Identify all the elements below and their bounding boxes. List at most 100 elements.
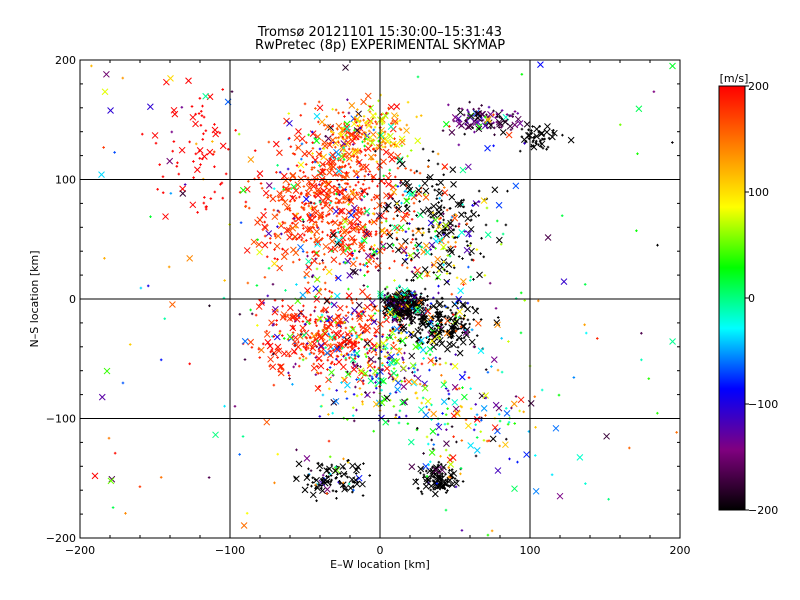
data-point <box>510 400 518 408</box>
data-point <box>300 201 304 205</box>
data-point <box>302 304 305 308</box>
data-point <box>470 328 474 331</box>
data-point <box>292 365 295 369</box>
data-point <box>305 149 313 157</box>
data-point <box>452 435 455 438</box>
data-point <box>298 216 302 219</box>
data-point <box>329 151 337 159</box>
data-point <box>537 61 544 68</box>
data-point <box>411 233 415 237</box>
data-point <box>321 393 325 397</box>
data-point <box>480 104 483 107</box>
data-point <box>347 287 350 291</box>
data-point <box>327 189 330 193</box>
data-point <box>244 204 248 208</box>
data-point <box>430 185 434 188</box>
data-point <box>356 225 359 228</box>
data-point <box>364 322 372 330</box>
data-point <box>103 367 111 375</box>
data-point <box>301 223 305 227</box>
data-point <box>176 161 179 165</box>
data-point <box>320 211 324 215</box>
data-point <box>468 247 475 255</box>
data-point <box>282 185 285 189</box>
data-point <box>355 170 358 173</box>
data-point <box>301 250 305 253</box>
data-point <box>451 301 459 308</box>
data-point <box>98 393 106 401</box>
data-point <box>411 371 414 374</box>
data-point <box>363 352 367 356</box>
data-point <box>247 338 255 346</box>
data-point <box>458 229 466 236</box>
data-point <box>315 324 318 328</box>
data-point <box>405 266 409 270</box>
data-point <box>530 129 533 132</box>
data-point <box>314 356 318 359</box>
data-point <box>428 368 431 372</box>
data-point <box>438 357 442 360</box>
data-point <box>308 335 312 339</box>
data-point <box>522 410 525 414</box>
data-point <box>457 387 461 390</box>
data-point <box>472 107 475 111</box>
data-point <box>450 181 457 188</box>
data-point <box>346 98 349 102</box>
data-point <box>342 158 346 161</box>
data-point <box>388 155 396 163</box>
data-point <box>355 394 359 398</box>
data-point <box>423 242 430 250</box>
data-point <box>403 380 407 383</box>
data-point <box>357 206 360 209</box>
data-point <box>346 155 353 162</box>
data-point <box>469 407 473 411</box>
data-point <box>484 223 488 227</box>
data-point <box>354 472 358 475</box>
data-point <box>448 272 452 275</box>
data-point <box>444 345 451 353</box>
data-point <box>287 304 294 312</box>
data-point <box>381 145 385 149</box>
data-point <box>340 228 348 236</box>
data-point <box>405 278 409 282</box>
data-point <box>370 175 374 178</box>
data-point <box>392 405 396 408</box>
data-point <box>397 421 401 425</box>
data-point <box>327 413 330 416</box>
data-point <box>275 323 278 326</box>
data-point <box>90 64 93 68</box>
data-point <box>272 383 276 387</box>
data-point <box>320 187 328 195</box>
data-point <box>441 163 449 170</box>
data-point <box>258 356 262 359</box>
data-point <box>313 320 317 323</box>
data-point <box>445 261 453 268</box>
data-point <box>380 235 383 238</box>
data-point <box>355 408 358 412</box>
data-point <box>440 398 448 406</box>
data-point <box>233 405 237 408</box>
data-point <box>266 342 274 350</box>
data-point <box>367 314 375 322</box>
data-point <box>287 371 290 375</box>
data-point <box>332 192 336 196</box>
data-point <box>421 396 425 400</box>
data-point <box>462 283 465 286</box>
data-point <box>344 326 348 330</box>
data-point <box>318 415 322 418</box>
data-point <box>430 438 433 442</box>
data-point <box>419 208 427 215</box>
data-point <box>595 337 599 340</box>
data-point <box>167 265 171 269</box>
data-point <box>444 448 448 452</box>
data-point <box>584 482 587 485</box>
data-point <box>463 132 466 136</box>
data-point <box>246 281 250 285</box>
data-point <box>291 152 295 155</box>
data-point <box>479 318 483 321</box>
data-point <box>269 363 277 371</box>
data-point <box>267 355 274 363</box>
data-point <box>276 452 280 456</box>
data-point <box>303 233 306 237</box>
data-point <box>453 479 460 487</box>
